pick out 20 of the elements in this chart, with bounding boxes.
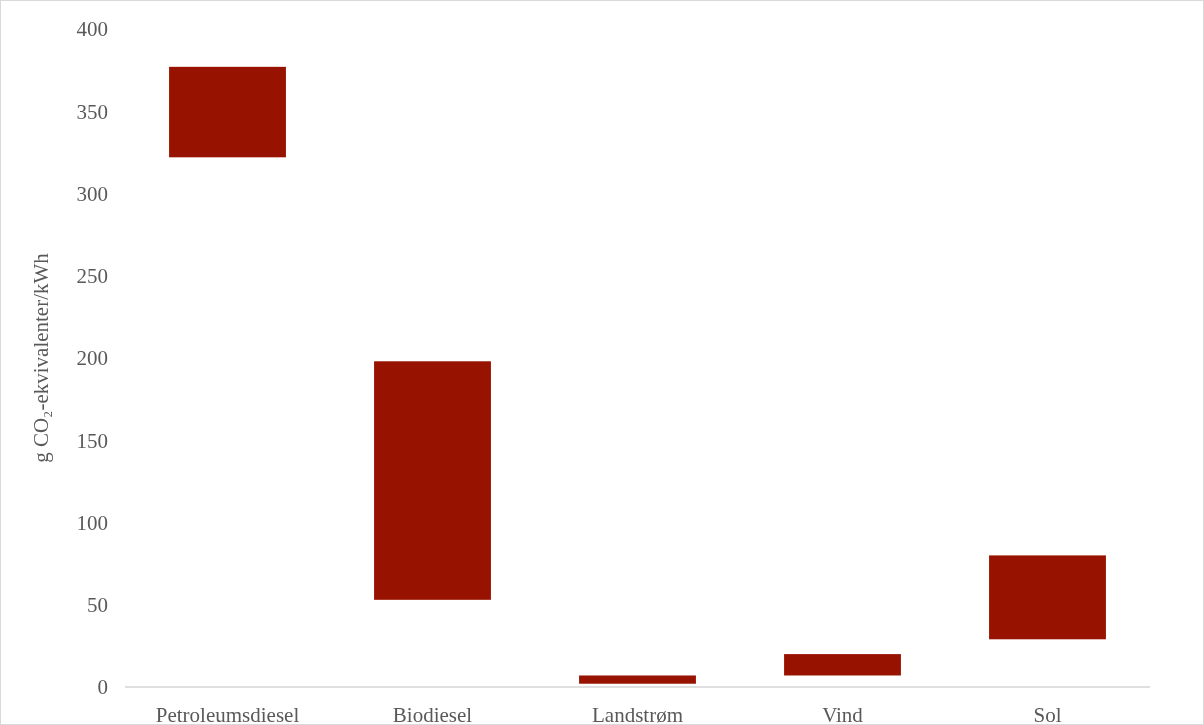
bar xyxy=(374,361,491,600)
y-tick-label: 100 xyxy=(76,510,108,535)
y-tick-label: 350 xyxy=(76,99,108,124)
y-tick-label: 250 xyxy=(76,264,108,289)
y-tick-label: 150 xyxy=(76,428,108,453)
y-axis-title: g CO₂-ekvivalenter/kWh xyxy=(29,252,53,463)
y-tick-label: 200 xyxy=(76,346,108,371)
y-tick-label: 300 xyxy=(76,181,108,206)
y-tick-label: 400 xyxy=(76,17,108,42)
bar xyxy=(579,675,696,684)
x-tick-label: Landstrøm xyxy=(592,703,683,725)
x-tick-label: Biodiesel xyxy=(392,703,473,725)
y-tick-label: 0 xyxy=(97,675,108,700)
y-tick-label: 50 xyxy=(87,593,108,618)
bar xyxy=(989,555,1106,640)
x-tick-label: Vind xyxy=(822,703,864,725)
x-tick-label: Sol xyxy=(1033,703,1062,725)
x-tick-label: Petroleumsdiesel xyxy=(155,703,300,725)
bar xyxy=(169,66,286,158)
bar xyxy=(784,654,901,676)
